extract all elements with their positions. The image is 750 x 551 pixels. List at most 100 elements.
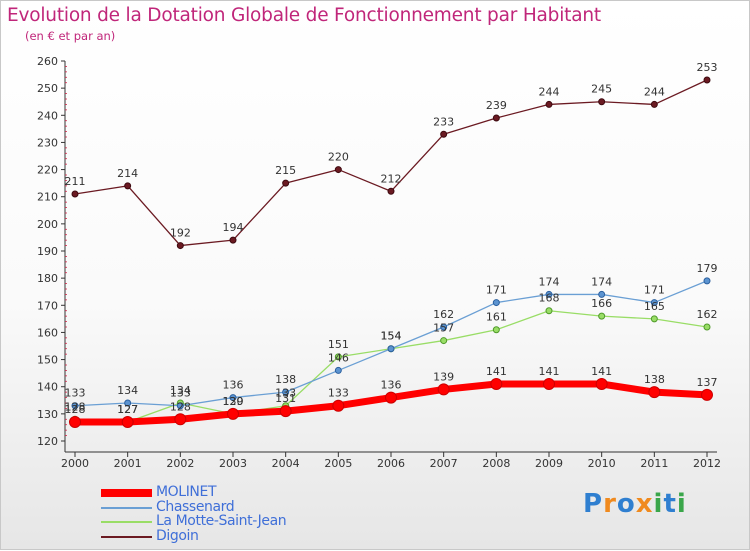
x-tick-label: 2008 <box>482 457 510 470</box>
data-point-digoin <box>229 236 237 244</box>
data-point-chassenard <box>440 323 448 331</box>
y-tick-label: 130 <box>37 408 58 421</box>
x-tick-label: 2002 <box>166 457 194 470</box>
y-tick-label: 250 <box>37 82 58 95</box>
data-point-la-motte-saint-jean <box>334 353 342 361</box>
data-point-chassenard <box>703 277 711 285</box>
data-label-chassenard: 174 <box>591 275 612 288</box>
data-point-la-motte-saint-jean <box>492 326 500 334</box>
data-point-digoin <box>387 187 395 195</box>
x-tick-label: 2004 <box>272 457 300 470</box>
data-point-molinet <box>332 399 345 412</box>
data-label-la-motte-saint-jean: 157 <box>433 322 454 335</box>
data-point-molinet <box>437 383 450 396</box>
y-tick-label: 160 <box>37 326 58 339</box>
data-label-chassenard: 138 <box>275 373 296 386</box>
data-label-digoin: 220 <box>328 151 349 164</box>
data-point-chassenard <box>229 394 237 402</box>
data-label-digoin: 211 <box>65 175 86 188</box>
data-label-digoin: 253 <box>697 61 718 74</box>
y-tick-label: 200 <box>37 218 58 231</box>
y-tick-label: 230 <box>37 136 58 149</box>
data-label-digoin: 212 <box>381 172 402 185</box>
data-point-chassenard <box>387 345 395 353</box>
y-tick-label: 220 <box>37 164 58 177</box>
data-label-chassenard: 136 <box>223 379 244 392</box>
data-label-molinet: 128 <box>170 400 191 413</box>
data-point-molinet <box>595 378 608 390</box>
data-point-digoin <box>124 182 132 190</box>
data-point-molinet <box>279 405 292 418</box>
data-point-chassenard <box>282 388 290 396</box>
data-label-la-motte-saint-jean: 134 <box>170 384 191 397</box>
legend-swatch-la-motte-saint-jean <box>101 521 152 523</box>
data-label-molinet: 141 <box>591 365 612 378</box>
data-label-chassenard: 133 <box>170 387 191 400</box>
data-point-la-motte-saint-jean <box>440 337 448 345</box>
data-point-chassenard <box>71 402 79 410</box>
x-tick-label: 2000 <box>61 457 89 470</box>
logo-letter: t <box>663 489 677 519</box>
x-tick-label: 2009 <box>535 457 563 470</box>
y-tick-label: 140 <box>37 381 58 394</box>
data-point-digoin <box>598 98 606 106</box>
y-tick-label: 240 <box>37 109 58 122</box>
data-point-digoin <box>492 114 500 122</box>
data-label-la-motte-saint-jean: 130 <box>223 395 244 408</box>
data-label-la-motte-saint-jean: 166 <box>591 297 612 310</box>
legend-swatch-chassenard <box>101 506 152 509</box>
x-tick-label: 2003 <box>219 457 247 470</box>
data-point-digoin <box>334 166 342 174</box>
y-tick-label: 150 <box>37 354 58 367</box>
data-label-digoin: 245 <box>591 83 612 96</box>
data-label-digoin: 194 <box>223 221 244 234</box>
data-point-la-motte-saint-jean <box>703 323 711 331</box>
y-tick-label: 120 <box>37 435 58 448</box>
data-label-la-motte-saint-jean: 128 <box>65 400 86 413</box>
series-line-digoin <box>74 79 708 247</box>
data-point-molinet <box>69 416 81 428</box>
chart-title: Evolution de la Dotation Globale de Fonc… <box>7 5 601 26</box>
y-tick-label: 170 <box>37 299 58 312</box>
data-point-chassenard <box>124 399 132 407</box>
data-point-molinet <box>174 413 187 426</box>
data-label-molinet: 131 <box>275 392 296 405</box>
data-label-la-motte-saint-jean: 154 <box>381 330 402 343</box>
y-tick-label: 190 <box>37 245 58 258</box>
data-label-la-motte-saint-jean: 133 <box>275 387 296 400</box>
data-point-la-motte-saint-jean <box>650 315 658 323</box>
y-tick-label: 180 <box>37 272 58 285</box>
legend-label-digoin: Digoin <box>156 527 199 544</box>
legend-label-molinet: MOLINET <box>156 484 217 500</box>
data-label-digoin: 192 <box>170 227 191 240</box>
data-label-chassenard: 154 <box>381 330 402 343</box>
x-tick-label: 2001 <box>114 457 142 470</box>
data-label-chassenard: 171 <box>486 284 507 297</box>
data-label-molinet: 141 <box>539 365 560 378</box>
data-label-molinet: 141 <box>486 365 507 378</box>
data-label-chassenard: 133 <box>65 387 86 400</box>
data-point-chassenard <box>334 366 342 374</box>
logo-letter: i <box>653 489 664 519</box>
y-tick-label: 260 <box>37 55 58 68</box>
x-tick-label: 2011 <box>640 457 668 470</box>
data-label-digoin: 214 <box>117 167 138 180</box>
data-point-la-motte-saint-jean <box>598 312 606 320</box>
data-label-chassenard: 134 <box>117 384 138 397</box>
data-label-la-motte-saint-jean: 165 <box>644 300 665 313</box>
legend-swatch-digoin <box>101 535 152 538</box>
data-point-molinet <box>121 416 134 428</box>
logo-letter: o <box>616 489 636 519</box>
data-label-la-motte-saint-jean: 151 <box>328 338 349 351</box>
data-point-digoin <box>703 76 711 84</box>
data-label-molinet: 133 <box>328 387 349 400</box>
legend-label-chassenard: Chassenard <box>156 498 235 515</box>
legend-swatch-molinet <box>101 489 152 497</box>
data-point-digoin <box>650 100 658 108</box>
data-point-digoin <box>545 100 553 108</box>
data-label-digoin: 215 <box>275 164 296 177</box>
data-label-molinet: 127 <box>117 403 138 416</box>
data-point-molinet <box>227 407 239 420</box>
data-point-digoin <box>440 130 448 138</box>
